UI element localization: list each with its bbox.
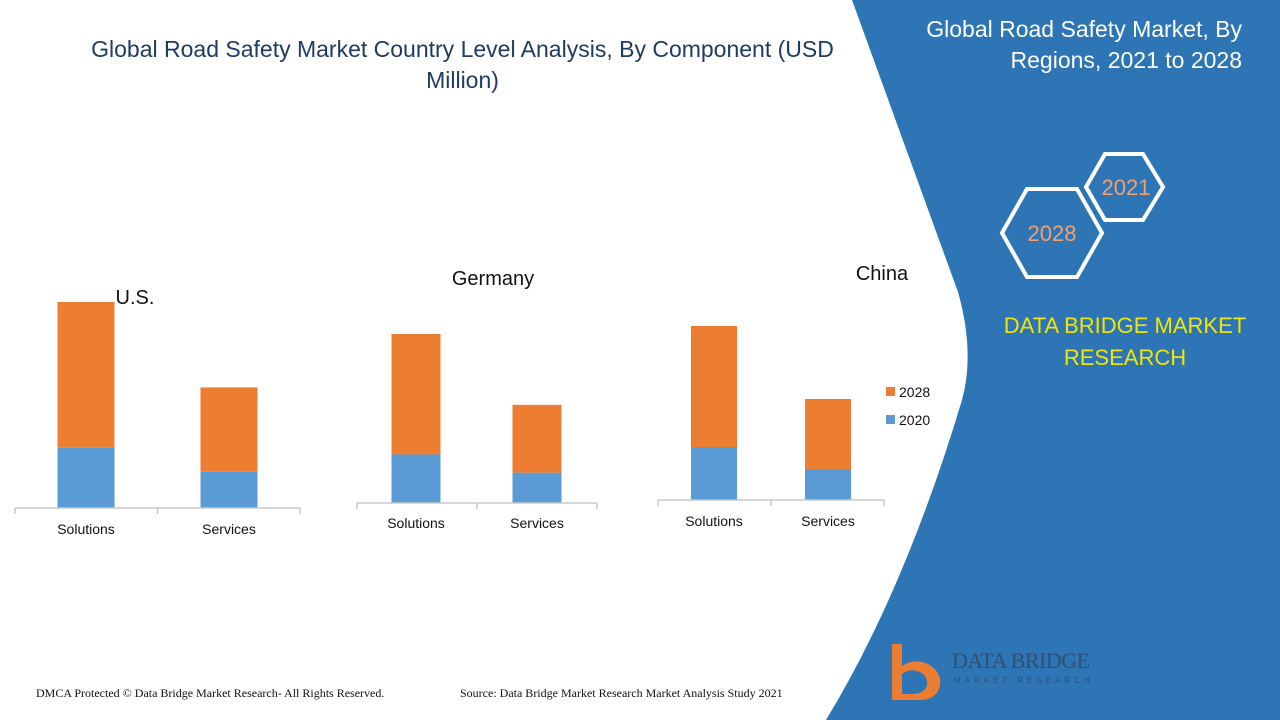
category-label-germany-services: Services xyxy=(510,515,564,531)
category-label-china-services: Services xyxy=(801,513,855,529)
panel-title: Global Road Safety Market, By Regions, 2… xyxy=(926,16,1242,73)
chart-title-u-s: U.S. xyxy=(116,287,155,309)
bar-germany-solutions-2020 xyxy=(391,454,441,503)
bar-germany-solutions-2028 xyxy=(391,334,441,455)
legend-swatch-2020 xyxy=(886,415,895,424)
logo-subtitle: MARKET RESEARCH xyxy=(954,676,1094,685)
category-label-u-s-solutions: Solutions xyxy=(57,521,115,537)
bar-germany-services-2020 xyxy=(512,472,562,503)
legend-swatch-2028 xyxy=(886,387,895,396)
bar-u-s-services-2028 xyxy=(200,387,258,472)
logo-name: DATA BRIDGE xyxy=(952,648,1090,673)
bar-china-services-2020 xyxy=(805,469,851,500)
copyright-notice: DMCA Protected © Data Bridge Market Rese… xyxy=(36,686,385,700)
bar-u-s-solutions-2020 xyxy=(57,447,115,508)
hex-label-2028: 2028 xyxy=(1028,221,1077,246)
bar-china-solutions-2028 xyxy=(691,326,737,447)
category-label-u-s-services: Services xyxy=(202,521,256,537)
source-note: Source: Data Bridge Market Research Mark… xyxy=(460,686,783,700)
legend-label-2028: 2028 xyxy=(899,384,930,400)
blue-side-panel xyxy=(826,0,1280,720)
page-title: Global Road Safety Market Country Level … xyxy=(91,36,834,93)
hexagon-2028-icon xyxy=(999,187,1105,279)
bar-u-s-solutions-2028 xyxy=(57,302,115,448)
hexagon-2021-icon xyxy=(1083,152,1166,222)
hex-label-2021: 2021 xyxy=(1102,175,1151,200)
bar-china-solutions-2020 xyxy=(691,447,737,500)
brand-name: DATA BRIDGE MARKET RESEARCH xyxy=(1003,313,1247,370)
category-label-china-solutions: Solutions xyxy=(685,513,743,529)
legend-label-2020: 2020 xyxy=(899,412,930,428)
chart-title-china: China xyxy=(856,263,909,285)
chart-title-germany: Germany xyxy=(452,268,534,290)
bar-u-s-services-2020 xyxy=(200,471,258,508)
bar-germany-services-2028 xyxy=(512,404,562,473)
data-bridge-logo: DATA BRIDGE MARKET RESEARCH xyxy=(884,640,1104,704)
bar-china-services-2028 xyxy=(805,399,851,469)
logo-mark-icon xyxy=(892,644,941,700)
category-label-germany-solutions: Solutions xyxy=(387,515,445,531)
